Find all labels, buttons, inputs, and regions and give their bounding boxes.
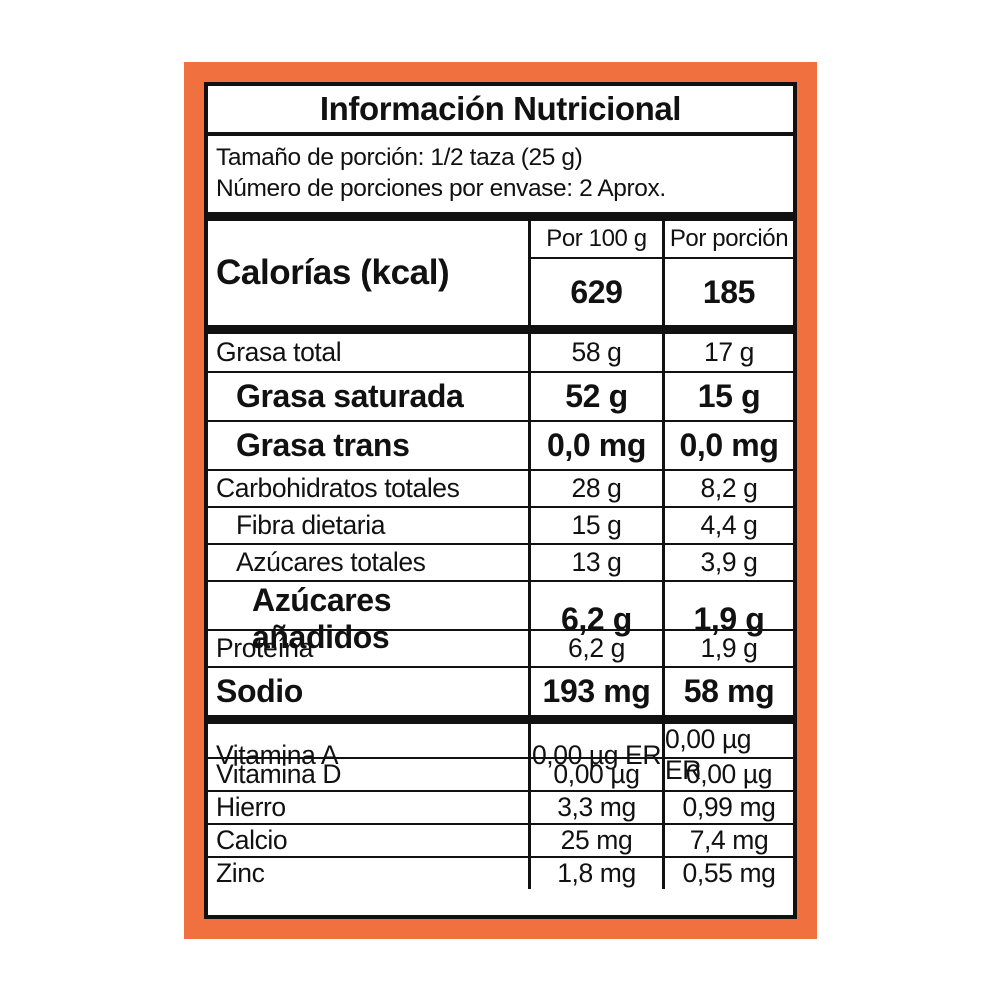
per-100g-value: 28 g — [528, 471, 662, 506]
calories-per-portion-value: 185 — [662, 259, 793, 325]
nutrient-label: Vitamina D — [216, 759, 342, 789]
column-header-per-100g: Por 100 g — [528, 221, 662, 259]
column-header-per-portion: Por porción — [662, 221, 793, 259]
per-100g-value: 52 g — [528, 373, 662, 420]
per-portion-value: 0,00 µg — [662, 759, 793, 790]
per-portion-value: 4,4 g — [662, 508, 793, 543]
nutrient-label: Grasa trans — [236, 427, 410, 463]
nutrient-label: Sodio — [216, 673, 303, 709]
nutrient-row-grasa-saturada: Grasa saturada 52 g 15 g — [208, 371, 793, 420]
nutrition-label: Información Nutricional Tamaño de porció… — [204, 82, 797, 919]
calories-per-100g-value: 629 — [528, 259, 662, 325]
serving-info: Tamaño de porción: 1/2 taza (25 g) Númer… — [208, 136, 793, 212]
nutrient-label: Vitamina A — [216, 739, 339, 770]
per-100g-value: 6,2 g — [528, 631, 662, 666]
per-100g-value: 193 mg — [528, 668, 662, 715]
nutrient-label: Azúcares totales — [236, 547, 426, 577]
nutrient-label: Hierro — [216, 792, 286, 822]
nutrient-row-azucares-anadidos: Azúcares añadidos 6,2 g 1,9 g — [208, 580, 793, 656]
nutrient-row-grasa-trans: Grasa trans 0,0 mg 0,0 mg — [208, 420, 793, 469]
per-portion-value: 0,55 mg — [662, 858, 793, 889]
nutrient-row-sodio: Sodio 193 mg 58 mg — [208, 666, 793, 715]
per-100g-value: 15 g — [528, 508, 662, 543]
per-portion-value: 0,0 mg — [662, 422, 793, 469]
serving-size-text: Tamaño de porción: 1/2 taza (25 g) — [216, 144, 583, 171]
section-separator-bar — [208, 715, 793, 724]
per-100g-value: 0,0 mg — [528, 422, 662, 469]
section-separator-bar — [208, 212, 793, 221]
section-separator-bar — [208, 325, 793, 334]
per-100g-value: 1,8 mg — [528, 858, 662, 889]
calories-section: Calorías (kcal) Por 100 g Por porción 62… — [208, 221, 793, 325]
per-100g-value: 0,00 µg ER — [528, 724, 662, 786]
per-100g-value: 58 g — [528, 334, 662, 371]
nutrient-label: Fibra dietaria — [236, 510, 386, 540]
nutrient-row-proteina: Proteína 6,2 g 1,9 g — [208, 629, 793, 666]
nutrient-label: Carbohidratos totales — [216, 473, 460, 503]
nutrient-row-grasa-total: Grasa total 58 g 17 g — [208, 334, 793, 371]
nutrient-label: Zinc — [216, 858, 265, 888]
nutrient-row-fibra: Fibra dietaria 15 g 4,4 g — [208, 506, 793, 543]
per-portion-value: 3,9 g — [662, 545, 793, 580]
per-portion-value: 1,9 g — [662, 631, 793, 666]
per-100g-value: 3,3 mg — [528, 792, 662, 823]
calories-label: Calorías (kcal) — [216, 253, 450, 292]
micronutrient-row-hierro: Hierro 3,3 mg 0,99 mg — [208, 790, 793, 823]
per-100g-value: 25 mg — [528, 825, 662, 856]
nutrient-label: Grasa saturada — [236, 378, 464, 414]
per-portion-value: 8,2 g — [662, 471, 793, 506]
nutrient-row-carbohidratos: Carbohidratos totales 28 g 8,2 g — [208, 469, 793, 506]
nutrient-label: Azúcares añadidos — [252, 582, 392, 655]
per-portion-value: 58 mg — [662, 668, 793, 715]
nutrient-label: Grasa total — [216, 337, 342, 367]
nutrient-label: Proteína — [216, 633, 313, 663]
micronutrient-row-vitamina-a: Vitamina A 0,00 µg ER 0,00 µg ER — [208, 724, 793, 786]
nutrition-label-frame: Información Nutricional Tamaño de porció… — [184, 62, 817, 939]
per-100g-value: 0,00 µg — [528, 759, 662, 790]
per-portion-value: 17 g — [662, 334, 793, 371]
micronutrient-row-zinc: Zinc 1,8 mg 0,55 mg — [208, 856, 793, 889]
nutrient-row-azucares-totales: Azúcares totales 13 g 3,9 g — [208, 543, 793, 580]
servings-per-container-text: Número de porciones por envase: 2 Aprox. — [216, 175, 666, 202]
label-title: Información Nutricional — [208, 86, 793, 136]
per-portion-value: 7,4 mg — [662, 825, 793, 856]
per-portion-value: 0,00 µg ER — [662, 724, 793, 786]
nutrient-label: Calcio — [216, 825, 288, 855]
per-100g-value: 13 g — [528, 545, 662, 580]
per-portion-value: 0,99 mg — [662, 792, 793, 823]
micronutrient-row-vitamina-d: Vitamina D 0,00 µg 0,00 µg — [208, 757, 793, 790]
micronutrients-section: Vitamina A 0,00 µg ER 0,00 µg ER Vitamin… — [208, 724, 793, 915]
micronutrient-row-calcio: Calcio 25 mg 7,4 mg — [208, 823, 793, 856]
per-portion-value: 15 g — [662, 373, 793, 420]
